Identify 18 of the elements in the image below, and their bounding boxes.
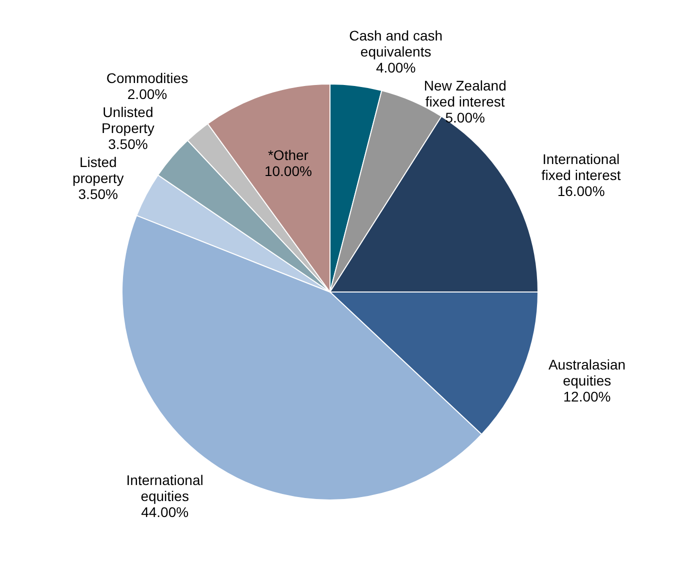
data-label: 5.00% — [445, 109, 485, 126]
slice-label: New Zealand fixed interest — [424, 77, 506, 110]
data-label: 10.00% — [264, 162, 312, 179]
slice-label: International equities — [126, 472, 204, 504]
data-label: 3.50% — [108, 136, 148, 152]
slice-label: Cash and cash equivalents — [349, 27, 443, 60]
data-label: 2.00% — [127, 86, 168, 102]
slice-label: International fixed interest — [541, 150, 621, 183]
data-label: 16.00% — [557, 182, 605, 199]
slice-label: *Other — [268, 146, 309, 163]
data-label: 12.00% — [563, 388, 611, 405]
slice-label: Listed property — [72, 154, 124, 186]
slice-label: Australasian equities — [548, 356, 626, 389]
slice-label: Commodities — [106, 70, 188, 86]
data-label: 4.00% — [376, 59, 416, 76]
data-label: 3.50% — [78, 186, 118, 202]
data-label: 44.00% — [141, 504, 189, 520]
slice-label: Unlisted Property — [102, 104, 154, 136]
